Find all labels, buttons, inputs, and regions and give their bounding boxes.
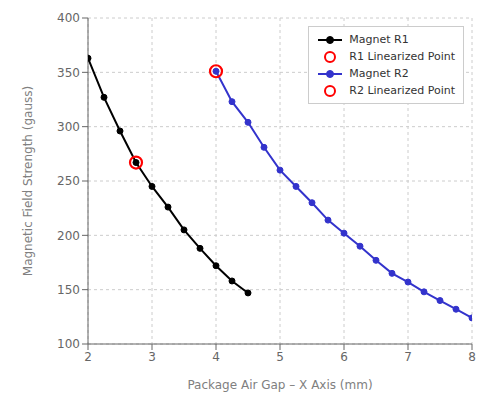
svg-text:200: 200 <box>57 229 80 243</box>
svg-text:4: 4 <box>212 350 220 364</box>
svg-text:6: 6 <box>340 350 348 364</box>
svg-text:350: 350 <box>57 66 80 80</box>
svg-text:Package Air Gap – X Axis (mm): Package Air Gap – X Axis (mm) <box>187 378 372 392</box>
svg-text:Magnetic Field Strength (gauss: Magnetic Field Strength (gauss) <box>21 86 35 276</box>
svg-text:5: 5 <box>276 350 284 364</box>
svg-text:7: 7 <box>404 350 412 364</box>
html-text:R2 Linearized Point: R2 Linearized Point <box>349 84 455 97</box>
svg-text:150: 150 <box>57 283 80 297</box>
svg-text:8: 8 <box>468 350 476 364</box>
svg-text:3: 3 <box>148 350 156 364</box>
svg-text:300: 300 <box>57 120 80 134</box>
svg-text:400: 400 <box>57 11 80 25</box>
svg-text:100: 100 <box>57 337 80 351</box>
svg-text:250: 250 <box>57 174 80 188</box>
html-text:Magnet R1: Magnet R1 <box>349 33 409 46</box>
html-text:R1 Linearized Point: R1 Linearized Point <box>349 50 455 63</box>
html-text:Magnet R2: Magnet R2 <box>349 67 409 80</box>
svg-text:2: 2 <box>84 350 92 364</box>
